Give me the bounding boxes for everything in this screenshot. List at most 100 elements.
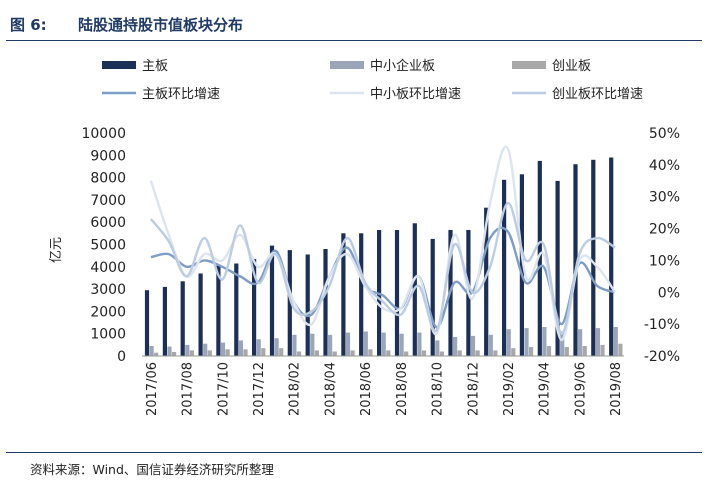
y-tick-label: 9000: [90, 148, 126, 164]
y-tick-label: 7000: [90, 193, 126, 209]
bar-gem: [582, 346, 587, 356]
x-tick-label: 2019/08: [609, 362, 624, 416]
bar-gem: [600, 344, 605, 356]
legend-label: 中小板环比增速: [370, 87, 461, 102]
bar-gem: [243, 349, 248, 356]
bar-main: [359, 233, 364, 356]
bar-gem: [386, 350, 391, 356]
bar-sme: [435, 340, 440, 356]
bar-sme: [363, 331, 368, 356]
y-tick-label: 5000: [90, 238, 126, 254]
bar-main: [198, 273, 203, 356]
bar-gem: [511, 348, 516, 356]
bar-gem: [261, 348, 266, 356]
bar-gem: [421, 350, 427, 356]
bar-main: [216, 265, 221, 356]
line-gem-growth: [149, 201, 616, 335]
bar-sme: [238, 340, 243, 356]
y2-tick-label: 30%: [649, 190, 680, 206]
legend-label: 主板环比增速: [142, 87, 220, 102]
bar-sme: [381, 332, 386, 356]
x-tick-label: 2019/02: [502, 362, 517, 416]
bar-gem: [493, 350, 498, 356]
bar-main: [305, 254, 310, 356]
bar-sme: [310, 333, 315, 356]
bar-main: [484, 207, 489, 356]
legend-label: 中小企业板: [370, 58, 435, 74]
x-tick-label: 2018/06: [359, 362, 374, 416]
bar-main: [555, 180, 560, 356]
bar-main: [573, 164, 578, 356]
bar-gem: [618, 343, 623, 356]
bar-main: [430, 238, 435, 356]
bar-sme: [613, 327, 618, 356]
x-tick-label: 2018/08: [395, 362, 410, 416]
bar-sme: [560, 331, 565, 356]
bar-main: [502, 179, 507, 356]
source-footer: 资料来源：Wind、国信证券经济研究所整理: [6, 452, 702, 481]
x-tick-label: 2017/10: [216, 362, 231, 416]
bar-main: [519, 174, 524, 356]
bar-sme: [417, 332, 422, 356]
bar-main: [394, 230, 400, 356]
x-tick-label: 2017/12: [252, 362, 267, 416]
y2-tick-label: -20%: [644, 349, 680, 365]
bar-gem: [314, 350, 319, 356]
bar-sme: [595, 328, 600, 356]
bar-gem: [368, 349, 373, 356]
bar-sme: [399, 333, 404, 356]
bar-sme: [292, 334, 297, 356]
x-tick-label: 2018/10: [431, 362, 446, 416]
x-tick-label: 2017/06: [145, 362, 160, 416]
bar-main: [144, 290, 150, 356]
legend-swatch: [102, 61, 136, 69]
legend-label: 主板: [142, 59, 168, 74]
bar-sme: [167, 346, 172, 356]
figure-label: 图 6:: [10, 16, 47, 34]
bar-gem: [279, 348, 284, 356]
y-tick-label: 8000: [90, 171, 126, 187]
bar-gem: [475, 350, 480, 356]
y-tick-label: 6000: [90, 215, 126, 231]
bar-gem: [154, 352, 159, 356]
y-tick-label: 0: [117, 349, 126, 365]
bar-gem: [189, 350, 194, 356]
axes: 0 1000 2000 3000 4000 5000 6000 7000 8000 9000 100…: [81, 126, 680, 416]
bar-sme: [578, 329, 583, 356]
bar-main: [609, 157, 614, 356]
legend-swatch: [512, 61, 546, 69]
x-tick-label: 2017/08: [181, 362, 196, 416]
bar-gem: [207, 350, 212, 356]
y-tick-label: 2000: [90, 304, 126, 320]
bar-gem: [564, 347, 569, 356]
bar-gem: [404, 351, 409, 356]
bar-main: [180, 281, 185, 356]
bar-sme: [542, 327, 547, 356]
bar-gem: [172, 352, 177, 356]
bar-gem: [529, 347, 534, 356]
bar-main: [162, 286, 167, 356]
y-axis-label: 亿元: [49, 237, 64, 263]
bar-main: [269, 245, 275, 356]
y2-tick-label: 40%: [649, 158, 680, 174]
bar-main: [323, 249, 328, 356]
legend-label: 创业板环比增速: [552, 87, 643, 102]
bar-sme: [185, 344, 190, 356]
bar-main: [234, 263, 239, 356]
x-tick-label: 2018/04: [323, 362, 338, 416]
y-tick-label: 1000: [90, 327, 126, 343]
y2-tick-label: 0%: [658, 285, 680, 301]
y-tick-label: 3000: [90, 282, 126, 298]
bar-sme: [524, 328, 529, 356]
bar-sme: [453, 337, 458, 356]
x-tick-label: 2018/12: [466, 362, 481, 416]
y2-tick-label: 20%: [649, 222, 680, 238]
y2-tick-label: 10%: [649, 253, 680, 269]
bar-sme: [506, 329, 511, 356]
plot-area: [144, 145, 623, 356]
bar-main: [537, 160, 542, 356]
bar-sme: [488, 334, 493, 356]
bar-sme: [220, 342, 226, 356]
